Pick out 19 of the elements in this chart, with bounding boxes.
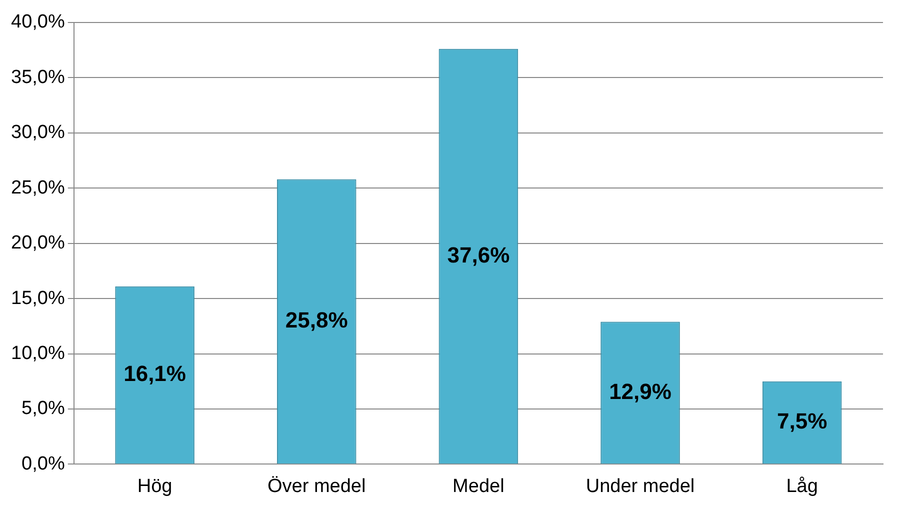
x-tick-label: Hög [137,476,172,497]
x-tick-label: Över medel [268,476,366,497]
y-tick-label: 10,0% [11,342,65,364]
y-tick-label: 40,0% [11,12,65,33]
x-tick-label: Låg [786,476,818,497]
y-tick-label: 25,0% [11,177,65,198]
data-label: 7,5% [777,408,828,434]
y-tick-label: 20,0% [11,232,65,254]
y-tick-label: 30,0% [11,122,65,144]
x-tick-label: Medel [452,476,504,497]
data-label: 37,6% [447,242,510,268]
data-label: 25,8% [285,308,348,333]
data-label: 12,9% [609,378,672,404]
y-tick-label: 5,0% [22,398,65,420]
y-tick-label: 15,0% [11,288,65,309]
y-tick-label: 35,0% [11,66,65,88]
x-tick-label: Under medel [586,476,695,497]
y-tick-label: 0,0% [22,453,65,474]
data-label: 16,1% [124,361,186,386]
